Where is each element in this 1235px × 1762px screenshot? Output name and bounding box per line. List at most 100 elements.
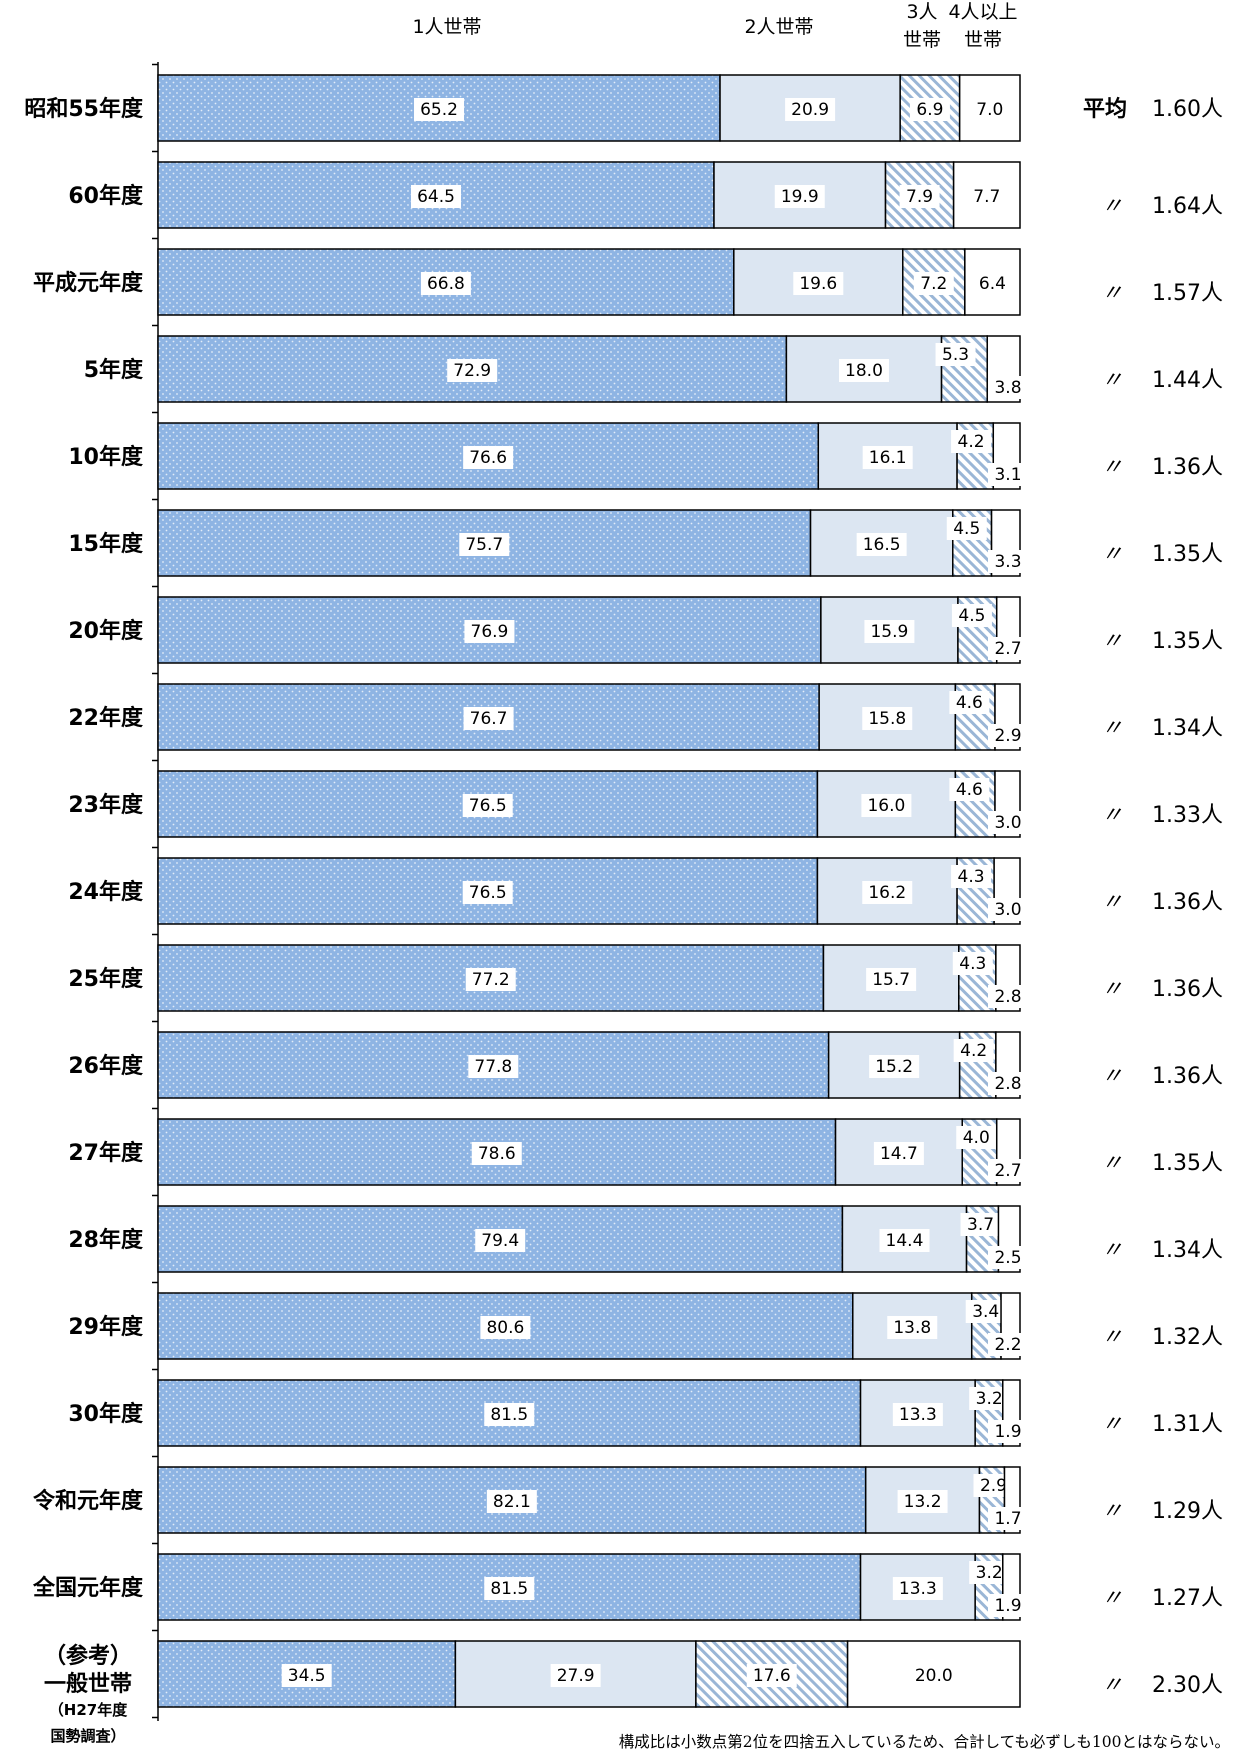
average-value: 1.64人 [1152, 194, 1223, 219]
data-label-bg [988, 463, 1028, 486]
data-label: 82.1 [493, 1492, 531, 1512]
category-label: 15年度 [68, 531, 144, 557]
data-label-bg [965, 1300, 1006, 1323]
data-label-bg [988, 1072, 1028, 1095]
data-label-bg [951, 865, 992, 888]
data-label-bg [462, 881, 513, 904]
average-mark: 〃 [1101, 542, 1123, 567]
data-label: 19.9 [781, 187, 819, 207]
bar-segment [864, 1466, 981, 1534]
data-label-bg [969, 1387, 1010, 1410]
data-label: 13.3 [899, 1579, 937, 1599]
data-label-bg [952, 952, 993, 975]
data-label-bg [988, 1594, 1028, 1617]
data-label: 7.7 [973, 187, 1000, 207]
average-mark: 〃 [1101, 1238, 1123, 1263]
data-label-bg [935, 343, 976, 366]
average-mark: 〃 [1101, 716, 1123, 741]
data-label-bg [793, 272, 844, 295]
legend-label: 世帯 [903, 29, 941, 51]
data-label-bg [988, 1246, 1028, 1269]
data-label-bg [463, 446, 514, 469]
average-value: 1.34人 [1152, 716, 1223, 741]
chart-axis [152, 62, 159, 1721]
data-label-bg [949, 691, 990, 714]
data-label: 16.2 [868, 883, 906, 903]
average-mark: 〃 [1101, 803, 1123, 828]
average-value: 1.35人 [1152, 1151, 1223, 1176]
category-label: 25年度 [68, 966, 144, 992]
category-label: （参考） [44, 1643, 132, 1669]
average-mark: 〃 [1101, 1151, 1123, 1176]
data-label: 7.2 [920, 274, 947, 294]
data-label: 1.9 [994, 1596, 1021, 1616]
data-label: 2.7 [994, 1161, 1021, 1181]
data-label: 4.5 [958, 606, 985, 626]
data-label-bg [459, 533, 510, 556]
average-mark: 〃 [1101, 368, 1123, 393]
category-label: 23年度 [68, 792, 144, 818]
data-label: 3.7 [967, 1215, 994, 1235]
data-label: 66.8 [427, 274, 465, 294]
average-mark: 〃 [1101, 1064, 1123, 1089]
data-label-bg [988, 724, 1028, 747]
data-label: 3.3 [994, 552, 1021, 572]
data-label-bg [856, 533, 907, 556]
average-value: 1.36人 [1152, 1064, 1223, 1089]
data-label: 15.7 [872, 970, 910, 990]
legend-label: 1人世帯 [412, 16, 481, 38]
data-label-bg [956, 1126, 997, 1149]
average-mark: 〃 [1101, 629, 1123, 654]
data-label: 2.8 [994, 1074, 1021, 1094]
data-label-bg [550, 1664, 601, 1687]
data-label-bg [988, 550, 1028, 573]
average-value: 1.35人 [1152, 542, 1223, 567]
data-label-bg [414, 98, 465, 121]
data-label-bg [966, 185, 1007, 208]
data-label: 20.9 [791, 100, 829, 120]
average-value: 2.30人 [1152, 1673, 1223, 1698]
data-label-bg [471, 1142, 522, 1165]
data-label: 6.4 [979, 274, 1006, 294]
data-label-bg [988, 637, 1028, 660]
data-label-bg [864, 620, 915, 643]
data-label: 5.3 [942, 345, 969, 365]
average-value: 1.33人 [1152, 803, 1223, 828]
data-label: 1.7 [994, 1509, 1021, 1529]
legend-label: 3人 [906, 1, 937, 23]
data-label-bg [281, 1664, 332, 1687]
data-label: 15.9 [870, 622, 908, 642]
data-label: 76.7 [470, 709, 508, 729]
data-label-bg [464, 620, 515, 643]
data-label-bg [988, 1159, 1028, 1182]
data-label-bg [909, 98, 950, 121]
average-value: 1.31人 [1152, 1412, 1223, 1437]
data-label: 3.0 [994, 813, 1021, 833]
data-label: 2.8 [994, 987, 1021, 1007]
data-label-bg [988, 811, 1028, 834]
data-label: 2.9 [980, 1476, 1007, 1496]
data-label-bg [866, 968, 917, 991]
average-value: 1.36人 [1152, 890, 1223, 915]
data-label-bg [873, 1142, 924, 1165]
average-value: 1.29人 [1152, 1499, 1223, 1524]
data-label: 77.8 [474, 1057, 512, 1077]
data-label-bg [462, 794, 513, 817]
category-label: 平成元年度 [33, 270, 144, 296]
data-label: 13.2 [904, 1492, 942, 1512]
data-label-bg [879, 1229, 930, 1252]
average-mark: 〃 [1101, 1499, 1123, 1524]
average-value: 1.60人 [1152, 97, 1223, 122]
data-label-bg [988, 985, 1028, 1008]
data-label: 76.5 [469, 796, 507, 816]
data-label-bg [484, 1403, 535, 1426]
average-mark: 〃 [1101, 1673, 1123, 1698]
average-value: 1.36人 [1152, 977, 1223, 1002]
category-label: 60年度 [68, 183, 144, 209]
data-label-bg [953, 1039, 994, 1062]
data-label: 15.8 [868, 709, 906, 729]
average-mark: 〃 [1101, 890, 1123, 915]
data-label-bg [892, 1403, 943, 1426]
data-label: 7.9 [906, 187, 933, 207]
data-label-bg [988, 898, 1028, 921]
